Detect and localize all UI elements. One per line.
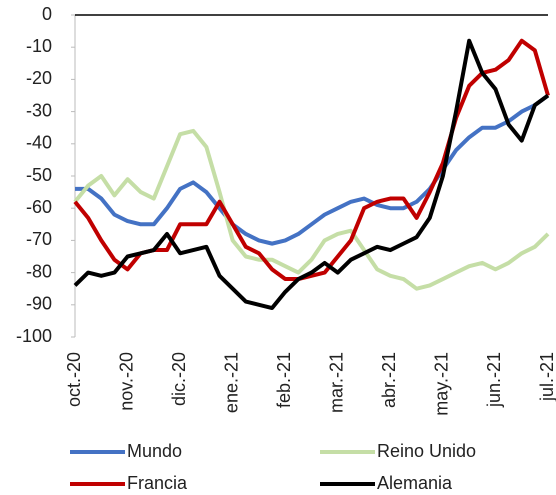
y-tick-label: -100: [16, 326, 52, 346]
y-tick-label: -20: [26, 68, 52, 88]
line-series: [75, 93, 550, 246]
x-tick-label: jun.-21: [484, 352, 504, 408]
y-tick-label: -50: [26, 165, 52, 185]
legend-label: Alemania: [377, 473, 453, 493]
y-tick-label: -30: [26, 100, 52, 120]
line-series: [73, 38, 550, 282]
y-tick-label: 0: [42, 4, 52, 24]
line-series: [73, 38, 550, 311]
x-tick-label: nov.-20: [116, 352, 136, 411]
y-tick-label: -90: [26, 294, 52, 314]
x-tick-label: may.-21: [432, 352, 452, 416]
y-tick-label: -40: [26, 133, 52, 153]
x-tick-label: jul.-21: [537, 352, 556, 402]
y-tick-label: -80: [26, 261, 52, 281]
x-tick-label: mar.-21: [327, 352, 347, 413]
x-tick-label: dic.-20: [169, 352, 189, 406]
x-tick-label: abr.-21: [379, 352, 399, 408]
legend-label: Reino Unido: [377, 441, 476, 461]
legend-label: Francia: [127, 473, 188, 493]
y-tick-label: -60: [26, 197, 52, 217]
legend-label: Mundo: [127, 441, 182, 461]
x-tick-label: oct.-20: [64, 352, 84, 407]
y-tick-label: -10: [26, 36, 52, 56]
line-series: [73, 128, 550, 291]
x-tick-label: ene.-21: [221, 352, 241, 413]
y-tick-label: -70: [26, 229, 52, 249]
x-tick-label: feb.-21: [274, 352, 294, 408]
